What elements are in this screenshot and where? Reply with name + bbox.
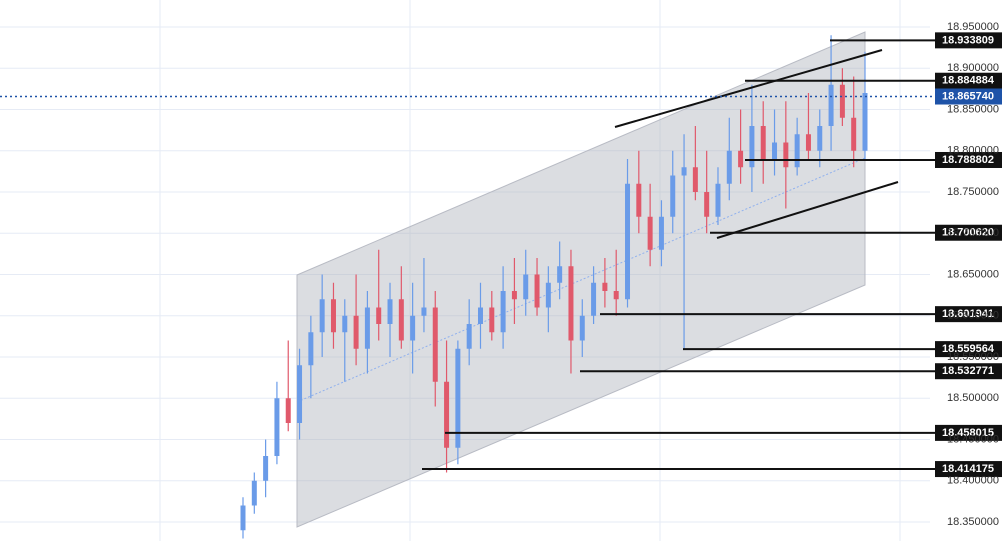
candle-body [658,216,664,250]
level-label-box [935,151,1002,168]
candle-body [749,126,755,168]
candle-body [251,480,257,506]
level-label-box [935,306,1002,323]
level-label-box [935,363,1002,380]
candle-body [839,84,845,118]
candle-body [319,299,325,333]
candle-body [523,274,529,300]
candle-body [625,183,631,300]
channel-midline [296,157,866,403]
candle-body [274,398,280,456]
candle-body [692,167,698,192]
current-price-label: 18.865740 [942,90,994,102]
candle-body [387,299,393,324]
candle-body [545,282,551,308]
candle-body [240,505,246,531]
candle-body [500,291,506,333]
candle-body [285,398,291,423]
candle-body [568,266,574,341]
level-label: 18.601941 [942,308,994,320]
level-label: 18.414175 [942,463,994,475]
candle-body [772,142,778,159]
candle-body [432,307,438,382]
candle-body [557,266,563,283]
level-label: 18.559564 [942,343,995,355]
candle-body [681,167,687,176]
candle-body [376,307,382,324]
trendline [614,49,883,128]
level-label-box [935,424,1002,441]
candle-body [444,381,450,448]
candle-body [794,134,800,168]
y-tick-label: 18.400000 [947,475,999,487]
y-tick-label: 18.600000 [947,310,999,322]
candle-body [715,183,721,217]
candle-body [342,315,348,333]
candle-body [466,324,472,349]
current-price-box [935,88,1002,105]
y-tick-label: 18.800000 [947,145,999,157]
level-label-box [935,341,1002,358]
candle-body [647,216,653,250]
level-label-box [935,32,1002,49]
candles [240,35,868,539]
candle-body [851,117,857,151]
candle-body [760,126,766,159]
candle-body [591,282,597,316]
candle-body [579,315,585,341]
level-label: 18.532771 [942,365,994,377]
candle-body [613,291,619,300]
level-label: 18.458015 [942,427,994,439]
candle-body [511,291,517,300]
candle-body [602,282,608,291]
candle-body [670,175,676,217]
level-label: 18.933809 [942,34,994,46]
candle-body [726,150,732,184]
candle-body [783,142,789,168]
level-label-box [935,224,1002,241]
candle-body [738,150,744,168]
level-label: 18.700620 [942,227,994,239]
y-tick-label: 18.750000 [947,186,999,198]
candle-body [636,183,642,217]
y-tick-label: 18.450000 [947,433,999,445]
candle-body [805,134,811,151]
candle-body [330,299,336,333]
y-tick-label: 18.900000 [947,62,999,74]
y-tick-label: 18.700000 [947,227,999,239]
y-tick-label: 18.650000 [947,268,999,280]
level-label: 18.788802 [942,154,994,166]
candle-body [421,307,427,316]
y-tick-label: 18.500000 [947,392,999,404]
candle-body [862,93,868,151]
candle-body [477,307,483,324]
candle-body [353,315,359,349]
candle-body [410,315,416,341]
level-label: 18.884884 [942,75,995,87]
candle-body [828,84,834,126]
candle-body [308,332,314,366]
candle-body [455,348,461,448]
y-tick-label: 18.550000 [947,351,999,363]
y-tick-label: 18.350000 [947,516,999,528]
candle-body [398,299,404,341]
levels: 18.933809 18.884884 18.788802 18.700620 18.6… [0,32,1002,478]
candle-body [534,274,540,308]
candle-body [704,192,710,217]
level-label-box [935,461,1002,478]
trendline [716,181,899,239]
candle-body [263,456,269,481]
candle-body [817,126,823,151]
y-tick-label: 18.850000 [947,103,999,115]
y-tick-label: 18.950000 [947,21,999,33]
candle-body [297,365,303,423]
level-label-box [935,72,1002,89]
grid [0,0,930,541]
candle-body [489,307,495,333]
candle-body [364,307,370,349]
